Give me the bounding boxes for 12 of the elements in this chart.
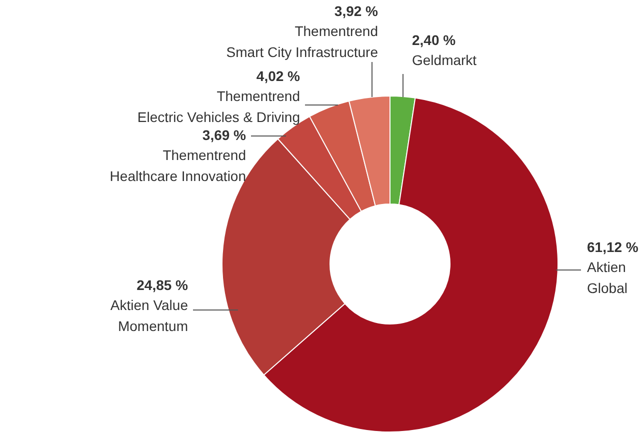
data-label: 2,40 % <box>412 32 456 48</box>
slice-label: Aktien Global <box>587 259 628 296</box>
data-label: 61,12 % <box>587 239 639 255</box>
slice-label: Thementrend Healthcare Innovation <box>110 147 246 184</box>
data-label: 3,92 % <box>334 3 379 19</box>
slice-label: Thementrend Smart City Infrastructure <box>226 23 378 60</box>
slice-label: Geldmarkt <box>412 52 477 68</box>
data-label: 3,69 % <box>202 127 247 143</box>
data-label: 24,85 % <box>136 277 189 293</box>
data-label: 4,02 % <box>256 68 301 84</box>
slice-label: Thementrend Electric Vehicles & Driving <box>137 88 300 125</box>
slice-label: Aktien Value Momentum <box>110 297 188 334</box>
